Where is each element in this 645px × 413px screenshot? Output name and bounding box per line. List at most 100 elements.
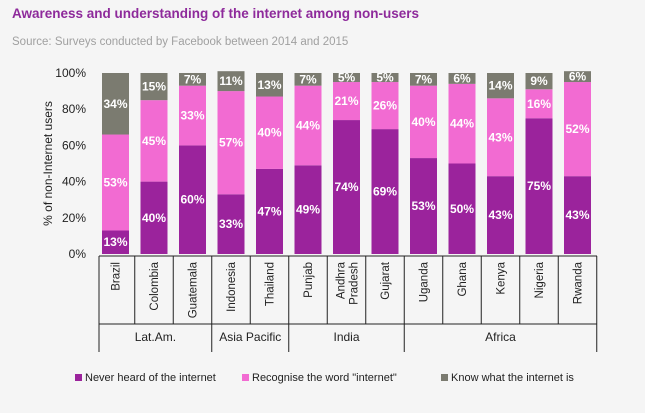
- bar-segment-never: [448, 163, 476, 254]
- x-tick-label-line: Brazil: [111, 262, 123, 291]
- bar-segment-know: [179, 73, 206, 86]
- data-label-never: 49%: [296, 203, 320, 217]
- data-label-know: 9%: [530, 74, 548, 88]
- bar-segment-recognise: [564, 82, 591, 177]
- x-tick-label: Colombia: [149, 261, 161, 310]
- data-label-recognise: 26%: [373, 99, 397, 113]
- x-tick-label: Thailand: [265, 262, 277, 306]
- x-tick-label: Guatemala: [188, 261, 200, 318]
- chart-subtitle: Source: Surveys conducted by Facebook be…: [12, 36, 349, 48]
- data-label-know: 34%: [103, 97, 127, 111]
- data-label-know: 14%: [488, 79, 512, 93]
- data-label-recognise: 44%: [296, 118, 320, 132]
- data-label-recognise: 57%: [219, 136, 243, 150]
- data-label-never: 47%: [257, 204, 281, 218]
- bar-segment-never: [371, 129, 399, 254]
- x-tick-label: Brazil: [111, 262, 123, 291]
- data-label-never: 43%: [565, 208, 589, 222]
- bar-segment-know: [140, 73, 168, 101]
- bar-segment-never: [333, 120, 360, 254]
- data-label-know: 5%: [376, 71, 394, 85]
- y-tick-label: 100%: [55, 66, 86, 80]
- bar-segment-never: [179, 145, 206, 254]
- x-tick-label-line: Thailand: [265, 262, 277, 306]
- x-tick-label-line: Indonesia: [226, 261, 238, 311]
- data-label-know: 15%: [142, 80, 166, 94]
- x-tick-label-line: Rwanda: [573, 261, 585, 304]
- data-label-never: 53%: [411, 199, 435, 213]
- bar-segment-never: [564, 176, 591, 254]
- bar-segment-never: [217, 194, 245, 254]
- legend-label-never: Never heard of the internet: [85, 372, 216, 384]
- x-tick-label: Rwanda: [573, 261, 585, 304]
- data-label-recognise: 40%: [257, 126, 281, 140]
- x-tick-label-line: Pradesh: [349, 262, 361, 305]
- data-label-never: 60%: [180, 193, 204, 207]
- bar-segment-never: [294, 165, 322, 254]
- bar-segment-recognise: [102, 134, 129, 231]
- bar-segment-recognise: [140, 100, 168, 182]
- data-label-never: 74%: [334, 180, 358, 194]
- data-label-recognise: 53%: [103, 176, 127, 190]
- bar-segment-know: [294, 73, 322, 86]
- bar-segment-recognise: [371, 82, 399, 130]
- data-label-never: 69%: [373, 185, 397, 199]
- x-tick-label-line: Punjab: [303, 262, 315, 298]
- legend-label-recognise: Recognise the word "internet": [252, 372, 397, 384]
- data-label-never: 75%: [527, 179, 551, 193]
- bar-segment-know: [564, 71, 591, 83]
- legend-label-know: Know what the internet is: [451, 372, 574, 384]
- x-tick-label-line: Ghana: [457, 261, 469, 296]
- data-label-know: 11%: [219, 74, 243, 88]
- data-label-never: 50%: [450, 202, 474, 216]
- data-label-know: 6%: [453, 71, 471, 85]
- legend-swatch-never: [75, 374, 82, 381]
- x-tick-label-line: Nigeria: [534, 261, 546, 298]
- bar-segment-know: [371, 73, 399, 83]
- x-tick-label: Nigeria: [534, 261, 546, 298]
- y-tick-label: 60%: [62, 138, 86, 152]
- bar-segment-know: [333, 73, 360, 83]
- x-tick-label: Ghana: [457, 261, 469, 296]
- bar-segment-never: [102, 230, 129, 254]
- x-tick-label: Punjab: [303, 262, 315, 298]
- x-tick-label: AndhraPradesh: [336, 261, 361, 304]
- x-tick-label-line: Guatemala: [188, 261, 200, 318]
- data-label-know: 13%: [257, 78, 281, 92]
- bar-segment-recognise: [294, 85, 322, 166]
- x-tick-label: Gujarat: [380, 261, 392, 300]
- x-tick-label: Indonesia: [226, 261, 238, 311]
- y-axis-label: % of non-Internet users: [41, 101, 55, 226]
- legend-swatch-recognise: [242, 374, 249, 381]
- bar-segment-never: [487, 176, 514, 254]
- bar-segment-recognise: [410, 85, 437, 159]
- bar-segment-never: [256, 168, 283, 254]
- data-label-recognise: 45%: [142, 134, 166, 148]
- data-label-recognise: 16%: [527, 97, 551, 111]
- region-label: Lat.Am.: [135, 330, 176, 344]
- bar-segment-know: [448, 73, 476, 84]
- bar-segment-know: [217, 71, 245, 92]
- bar-segment-know: [410, 73, 437, 86]
- bar-segment-know: [102, 73, 129, 135]
- y-tick-label: 80%: [62, 102, 86, 116]
- legend-swatch-know: [441, 374, 448, 381]
- bar-segment-recognise: [179, 85, 206, 146]
- x-tick-label-line: Colombia: [149, 261, 161, 310]
- bar-segment-know: [487, 73, 514, 99]
- region-label: Africa: [485, 330, 516, 344]
- bar-segment-know: [256, 73, 283, 97]
- x-tick-label: Kenya: [496, 261, 508, 294]
- data-label-never: 33%: [219, 217, 243, 231]
- data-label-recognise: 40%: [411, 115, 435, 129]
- bar-segment-recognise: [487, 98, 514, 177]
- x-tick-label-line: Kenya: [496, 261, 508, 294]
- data-label-never: 13%: [103, 235, 127, 249]
- region-label: Asia Pacific: [219, 330, 281, 344]
- data-label-recognise: 44%: [450, 117, 474, 131]
- data-label-recognise: 43%: [488, 130, 512, 144]
- data-label-know: 7%: [299, 72, 317, 86]
- y-tick-label: 0%: [69, 247, 87, 261]
- data-label-know: 5%: [338, 71, 356, 85]
